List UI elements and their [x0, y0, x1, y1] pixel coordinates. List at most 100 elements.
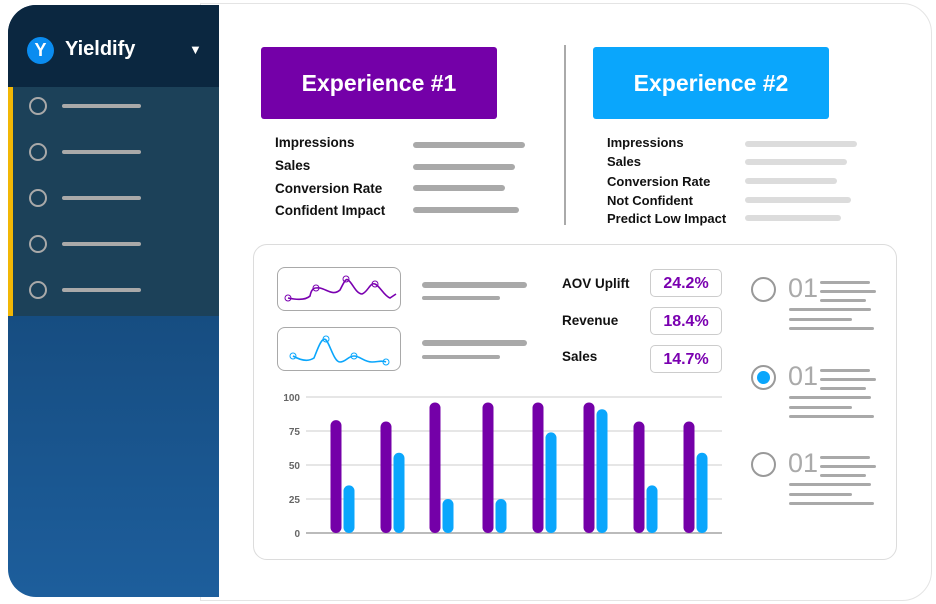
account-switcher[interactable]: Y Yieldify ▼ — [8, 5, 219, 87]
sidebar-item[interactable] — [13, 90, 219, 136]
exp2-label: Impressions — [607, 135, 684, 150]
exp2-label: Predict Low Impact — [607, 211, 727, 226]
bar-purple — [429, 402, 441, 533]
placeholder-line — [789, 406, 852, 409]
bar-purple — [683, 421, 695, 533]
option-number: 01 — [788, 361, 819, 391]
bar-purple — [380, 421, 392, 533]
divider — [564, 45, 566, 225]
exp1-label: Sales — [275, 158, 311, 173]
circle-icon — [29, 189, 47, 207]
placeholder-line — [745, 141, 857, 147]
placeholder-line — [820, 465, 876, 468]
bar-blue — [495, 499, 507, 533]
circle-icon — [29, 281, 47, 299]
y-tick-label: 75 — [289, 427, 301, 438]
bar-blue — [343, 485, 355, 533]
circle-icon — [29, 143, 47, 161]
bar-blue — [393, 452, 405, 533]
bar-purple — [482, 402, 494, 533]
placeholder-line — [789, 415, 874, 418]
y-tick-label: 25 — [289, 495, 301, 506]
exp2-label: Conversion Rate — [607, 174, 711, 189]
placeholder-line — [62, 150, 141, 154]
circle-icon — [29, 235, 47, 253]
placeholder-line — [62, 242, 141, 246]
y-tick-label: 100 — [283, 393, 300, 404]
metric-value: 18.4% — [650, 307, 722, 335]
sparkline-purple — [277, 267, 401, 311]
caret-down-icon[interactable]: ▼ — [189, 42, 202, 57]
placeholder-line — [789, 308, 871, 311]
results-card — [253, 244, 897, 560]
option-radio[interactable] — [751, 365, 776, 390]
bar-blue — [596, 409, 608, 533]
placeholder-line — [62, 288, 141, 292]
metric-label: Revenue — [562, 313, 619, 328]
sparkline-blue — [277, 327, 401, 371]
bar-chart: 100 75 50 25 0 — [283, 393, 722, 540]
bar-blue — [646, 485, 658, 533]
placeholder-line — [745, 197, 851, 203]
placeholder-line — [820, 299, 866, 302]
sidebar-item[interactable] — [13, 182, 219, 228]
placeholder-line — [422, 282, 527, 288]
placeholder-line — [62, 196, 141, 200]
sidebar-menu — [8, 87, 219, 316]
bar-purple — [330, 420, 342, 533]
placeholder-line — [820, 387, 866, 390]
placeholder-line — [413, 207, 519, 213]
placeholder-line — [789, 483, 871, 486]
brand-name: Yieldify — [65, 38, 136, 60]
sidebar-item[interactable] — [13, 228, 219, 274]
metric-label: AOV Uplift — [562, 276, 630, 291]
bar-purple — [532, 402, 544, 533]
placeholder-line — [422, 296, 500, 300]
placeholder-line — [422, 355, 500, 359]
option-number: 01 — [788, 273, 819, 303]
placeholder-line — [820, 369, 870, 372]
placeholder-line — [413, 185, 505, 191]
bar-purple — [583, 402, 595, 533]
placeholder-line — [789, 493, 852, 496]
metric-label: Sales — [562, 349, 598, 364]
placeholder-line — [745, 178, 837, 184]
option-number: 01 — [788, 448, 819, 478]
sidebar: Y Yieldify ▼ — [8, 5, 219, 597]
placeholder-line — [413, 164, 515, 170]
exp1-label: Confident Impact — [275, 203, 386, 218]
option-radio[interactable] — [751, 277, 776, 302]
option-radio[interactable] — [751, 452, 776, 477]
experience-1-tab[interactable]: Experience #1 — [261, 47, 497, 119]
experience-2-tab[interactable]: Experience #2 — [593, 47, 829, 119]
placeholder-line — [422, 340, 527, 346]
bar-blue — [442, 499, 454, 533]
placeholder-line — [789, 396, 871, 399]
placeholder-line — [789, 502, 874, 505]
placeholder-line — [789, 318, 852, 321]
placeholder-line — [820, 456, 870, 459]
exp1-label: Conversion Rate — [275, 181, 383, 196]
circle-icon — [29, 97, 47, 115]
sparkline-chart — [284, 275, 397, 302]
bar-blue — [545, 432, 557, 533]
placeholder-line — [789, 327, 874, 330]
sidebar-item[interactable] — [13, 136, 219, 182]
placeholder-line — [745, 159, 847, 165]
exp1-label: Impressions — [275, 135, 355, 150]
metric-value: 24.2% — [650, 269, 722, 297]
placeholder-line — [413, 142, 525, 148]
placeholder-line — [62, 104, 141, 108]
sidebar-item[interactable] — [13, 274, 219, 320]
placeholder-line — [820, 281, 870, 284]
placeholder-line — [820, 474, 866, 477]
placeholder-line — [820, 290, 876, 293]
bar-purple — [633, 421, 645, 533]
bar-blue — [696, 452, 708, 533]
placeholder-line — [820, 378, 876, 381]
sparkline-chart — [289, 335, 390, 366]
exp2-label: Sales — [607, 154, 641, 169]
metric-value: 14.7% — [650, 345, 722, 373]
y-tick-label: 50 — [289, 461, 301, 472]
placeholder-line — [745, 215, 841, 221]
